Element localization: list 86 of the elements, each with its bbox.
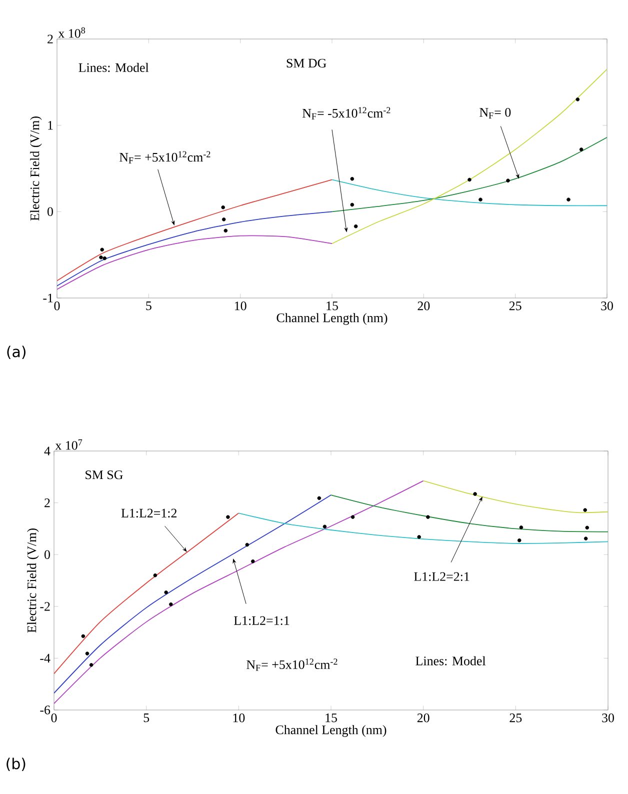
point (579, 148, 584, 152)
annotation: Lines: Model (78, 62, 149, 72)
annotation: L1:L2=1:2 (121, 508, 177, 518)
text: (a) (7, 346, 26, 360)
x-tick-label: 30 (601, 302, 613, 310)
line-series (330, 494, 608, 532)
y-tick-label: 2 (48, 34, 53, 44)
annotation: SM DG (286, 58, 326, 68)
point (100, 248, 104, 252)
point (583, 508, 587, 512)
y-axis-title: Electric Field (V/m) (30, 116, 42, 221)
point (468, 178, 472, 182)
x-tick-label: 5 (146, 302, 152, 310)
y-tick-label: 0 (48, 207, 53, 216)
point (317, 496, 322, 500)
point (585, 526, 590, 530)
point (519, 526, 524, 530)
x-axis-title: Channel Length (nm) (276, 725, 386, 737)
x-tick-label: 15 (326, 714, 337, 722)
x-tick-label: 25 (510, 714, 522, 722)
x-tick-label: 15 (326, 302, 338, 310)
point (221, 205, 225, 210)
y-tick-label: 2 (44, 498, 50, 508)
point (81, 634, 86, 638)
text: x 10$^{7}$ (55, 439, 82, 450)
line-series (332, 179, 608, 206)
point (506, 178, 510, 182)
point (153, 573, 158, 578)
point (85, 652, 90, 656)
annotation: N$_{F}$= 0 (480, 108, 511, 118)
point (222, 218, 226, 222)
annotation: N$_{F}$= +5x10$^{12}$cm$^{-2}$ (120, 151, 210, 164)
y-tick-label: 1 (48, 121, 53, 130)
annotation: N$_{F}$= -5x10$^{12}$cm$^{-2}$ (302, 107, 390, 120)
point (426, 515, 430, 519)
line-series (57, 211, 332, 286)
line-series (238, 512, 608, 544)
point (224, 228, 228, 233)
line-series (54, 494, 332, 694)
x-tick-label: 20 (418, 302, 430, 310)
annotation: SM SG (86, 470, 123, 480)
annotation: L1:L2=2:1 (414, 572, 470, 581)
x-tick-label: 25 (509, 302, 522, 310)
point (350, 515, 355, 519)
line-series (57, 179, 332, 282)
line-series (332, 136, 608, 212)
y-tick-label: -6 (40, 706, 50, 714)
line-series (422, 480, 608, 514)
point (417, 535, 421, 539)
y-tick-label: 4 (44, 446, 50, 456)
y-axis-title: Electric Field (V/m) (27, 528, 39, 633)
annotation: N$_{F}$= +5x10$^{12}$cm$^{-2}$ (246, 658, 338, 671)
text: (b) (6, 758, 26, 772)
point (164, 590, 168, 594)
text: x 10$^{8}$ (58, 27, 86, 38)
y-tick-label: -1 (43, 294, 53, 302)
point (226, 515, 230, 519)
point (584, 536, 588, 540)
point (566, 198, 570, 202)
x-axis-title: Channel Length (nm) (276, 313, 388, 325)
x-tick-label: 20 (417, 714, 430, 722)
point (250, 559, 255, 564)
point (245, 542, 250, 547)
point (350, 202, 354, 207)
point (354, 224, 358, 228)
point (517, 538, 522, 542)
x-tick-label: 10 (233, 714, 245, 722)
line-series (57, 235, 332, 290)
point (478, 198, 482, 202)
point (169, 602, 173, 606)
x-tick-label: 10 (235, 302, 246, 310)
y-tick-label: 0 (44, 550, 50, 559)
point (576, 98, 580, 102)
x-tick-label: 0 (54, 302, 60, 310)
point (322, 524, 327, 529)
point (350, 176, 354, 181)
point (99, 256, 103, 260)
annotation: Lines: Model (416, 656, 486, 666)
x-tick-label: 30 (602, 714, 614, 722)
y-tick-label: -2 (40, 602, 50, 611)
annotation: L1:L2=1:1 (234, 616, 290, 626)
x-tick-label: 5 (144, 714, 150, 722)
point (473, 492, 477, 496)
point (102, 256, 107, 260)
y-tick-label: -4 (40, 654, 50, 662)
point (89, 663, 94, 667)
